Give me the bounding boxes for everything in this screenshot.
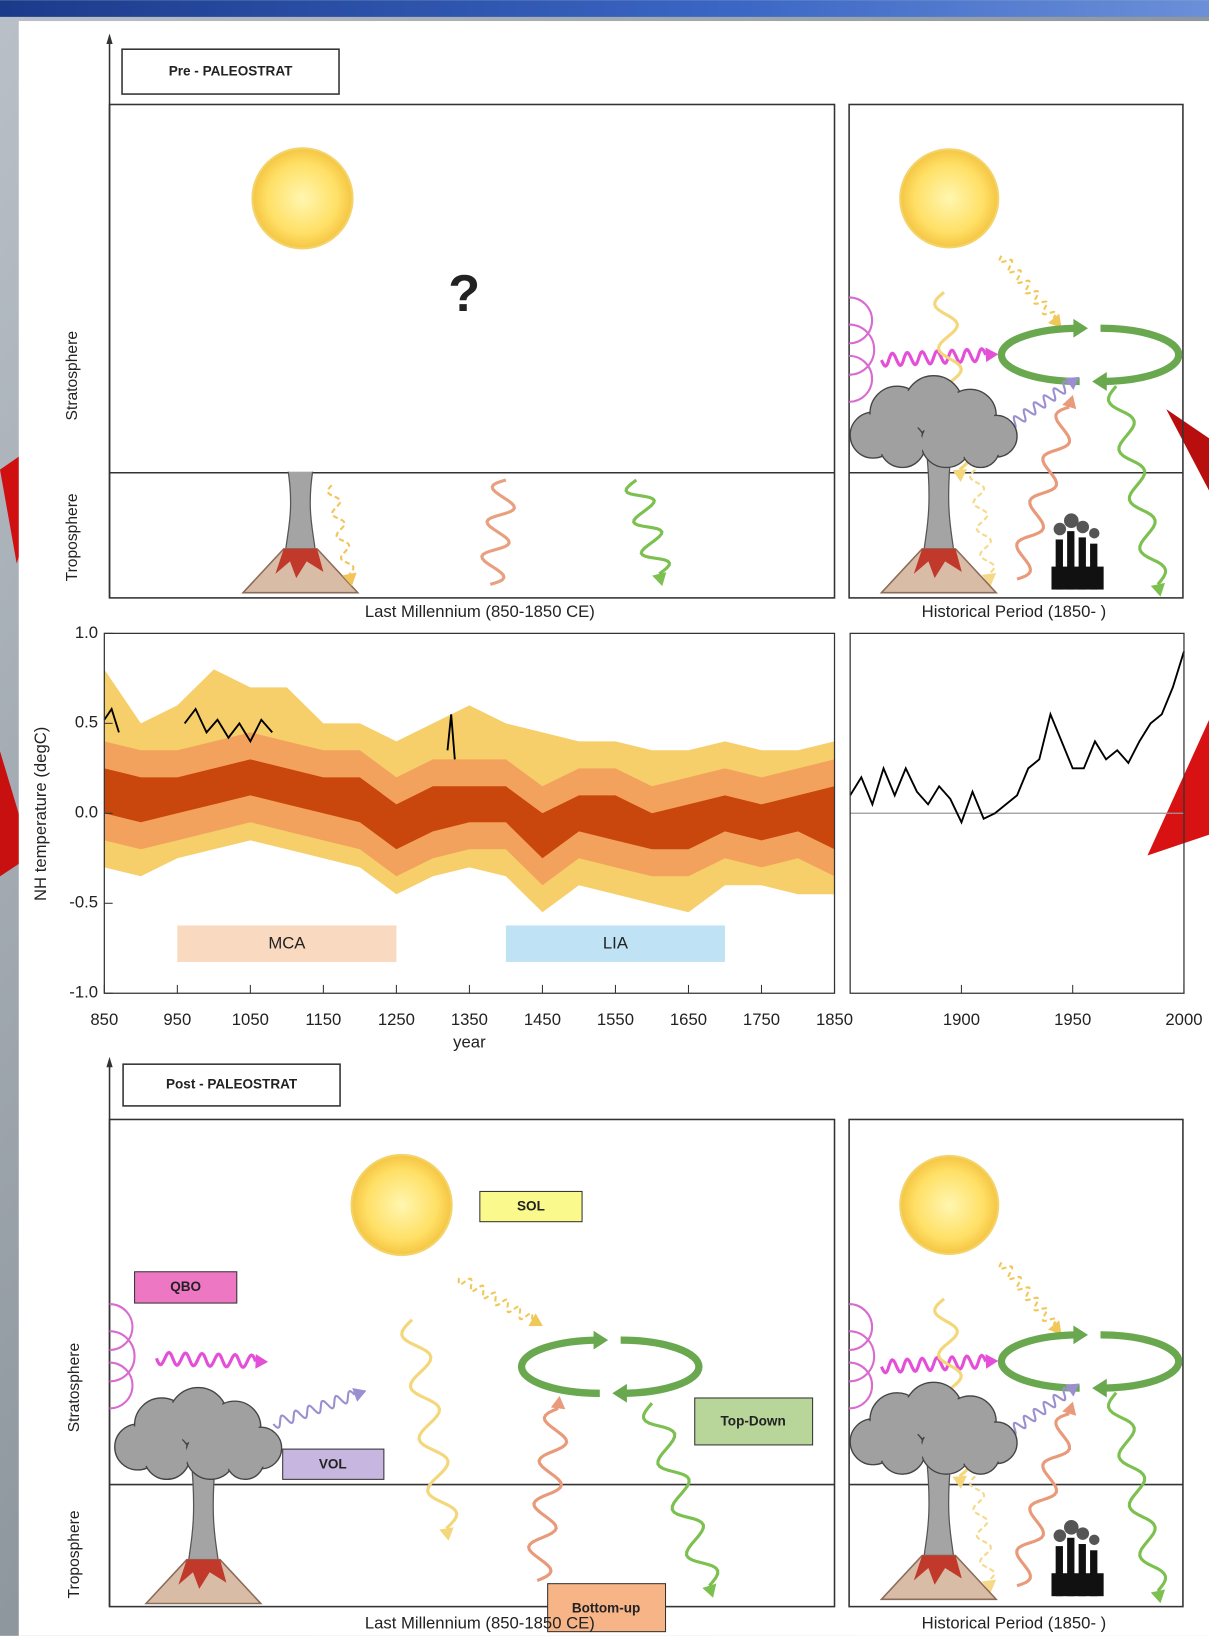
sun <box>900 149 998 247</box>
x-tick-label: 1150 <box>305 1010 341 1029</box>
y-tick-label: 0.0 <box>75 803 98 822</box>
ash-cloud <box>188 1431 234 1477</box>
ash-cloud <box>923 1426 969 1472</box>
x-tick-label: 850 <box>90 1010 118 1029</box>
y-axis-label: NH temperature (degC) <box>31 727 50 901</box>
x-tick-label: 1250 <box>378 1010 415 1029</box>
y-tick-label: 1.0 <box>75 623 98 642</box>
ash-cloud <box>964 432 997 465</box>
caption: Historical Period (1850- ) <box>922 1614 1107 1633</box>
smoke <box>1064 1520 1079 1535</box>
layer-label: Stratosphere <box>66 1343 83 1432</box>
smoke <box>1089 528 1099 538</box>
forcing-label: VOL <box>319 1456 347 1471</box>
layer-label: Troposphere <box>64 493 81 581</box>
factory <box>1051 567 1103 590</box>
top-band <box>0 0 1209 17</box>
sun <box>352 1155 452 1255</box>
x-tick-label: 1950 <box>1054 1010 1091 1029</box>
ash-cloud <box>923 420 969 466</box>
x-tick-label: 1450 <box>524 1010 561 1029</box>
ash-cloud <box>881 424 923 466</box>
smoke <box>1089 1535 1099 1545</box>
panel-title: Pre - PALEOSTRAT <box>169 64 293 79</box>
mechanism-label: Bottom-up <box>572 1600 640 1615</box>
smoke <box>1077 1527 1090 1540</box>
forcing-label: SOL <box>517 1199 545 1214</box>
cover <box>111 417 834 471</box>
plume <box>286 470 315 549</box>
sun <box>252 148 352 248</box>
layer-label: Troposphere <box>66 1510 83 1598</box>
y-tick-label: 0.5 <box>75 713 98 732</box>
x-tick-label: 1900 <box>943 1010 980 1029</box>
period-label: LIA <box>603 934 629 953</box>
caption: Historical Period (1850- ) <box>922 602 1107 621</box>
ash-cloud <box>964 1439 997 1472</box>
sun <box>900 1156 998 1254</box>
y-tick-label: -1.0 <box>69 983 98 1002</box>
x-tick-label: 1550 <box>597 1010 634 1029</box>
factory <box>1051 1573 1103 1596</box>
figure: MCA LIA 850 950 1050 1150 1250 1350 1450 1550 1650… <box>0 0 1209 1636</box>
ash-cloud <box>881 1430 923 1472</box>
forcing-label: QBO <box>170 1279 201 1294</box>
question-mark: ? <box>448 265 480 323</box>
x-tick-label: 1350 <box>451 1010 488 1029</box>
x-tick-label: 1650 <box>670 1010 707 1029</box>
ash-cloud <box>228 1444 261 1477</box>
x-tick-label: 1050 <box>232 1010 269 1029</box>
x-axis-label: year <box>453 1033 486 1052</box>
mechanism-label: Top-Down <box>721 1414 786 1429</box>
ash-cloud <box>146 1436 188 1478</box>
x-tick-label: 950 <box>163 1010 191 1029</box>
x-tick-label: 1750 <box>743 1010 780 1029</box>
smoke <box>1054 523 1067 536</box>
smoke <box>1077 521 1090 534</box>
caption: Last Millennium (850-1850 CE) <box>365 1614 595 1633</box>
period-label: MCA <box>268 934 306 953</box>
y-tick-label: -0.5 <box>69 893 98 912</box>
panel-title: Post - PALEOSTRAT <box>166 1077 298 1092</box>
caption: Last Millennium (850-1850 CE) <box>365 602 595 621</box>
x-tick-label: 1850 <box>816 1010 853 1029</box>
smoke <box>1054 1529 1067 1542</box>
x-tick-label: 2000 <box>1165 1010 1202 1029</box>
layer-label: Stratosphere <box>64 331 81 420</box>
smoke <box>1064 513 1079 528</box>
